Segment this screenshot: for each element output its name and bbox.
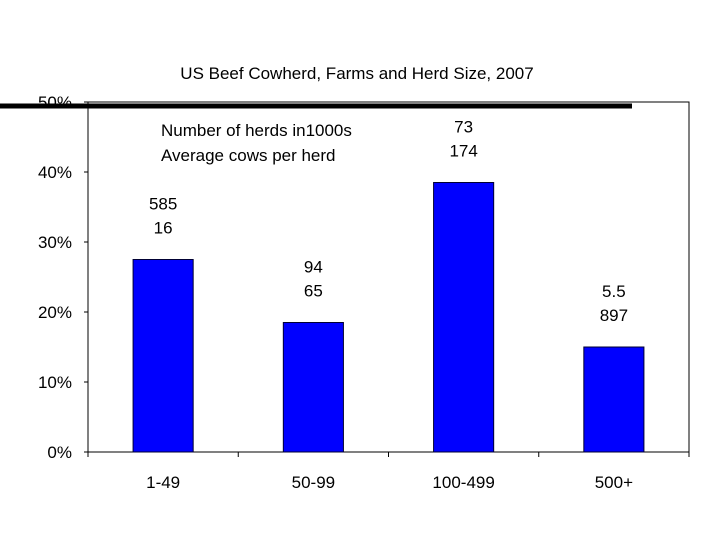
- data-label-cows: 16: [154, 219, 173, 238]
- bar: [583, 346, 645, 453]
- data-label-cows: 174: [449, 142, 477, 161]
- data-label-herds: 73: [454, 118, 473, 137]
- data-label-cows: 65: [304, 282, 323, 301]
- data-label-herds: 585: [149, 195, 177, 214]
- y-tick-label: 10%: [38, 373, 72, 392]
- data-label-herds: 5.5: [602, 282, 626, 301]
- y-tick-label: 0%: [47, 443, 72, 462]
- y-tick-label: 50%: [38, 93, 72, 112]
- x-category-label: 50-99: [292, 473, 335, 492]
- y-tick-label: 20%: [38, 303, 72, 322]
- x-category-label: 500+: [595, 473, 633, 492]
- y-axis: 0% 10% 20% 30% 40% 50%: [38, 93, 88, 462]
- data-label-herds: 94: [304, 258, 323, 277]
- x-category-label: 100-499: [432, 473, 494, 492]
- data-label-cows: 897: [600, 306, 628, 325]
- legend-line-cows: Average cows per herd: [161, 146, 336, 165]
- bar: [433, 182, 495, 453]
- data-labels: 585 16 94 65 73 174 5.5 897: [149, 118, 628, 326]
- x-axis: 1-49 50-99 100-499 500+: [87, 452, 690, 492]
- legend-line-herds: Number of herds in1000s: [161, 121, 352, 140]
- bar: [132, 259, 194, 453]
- bar: [282, 322, 344, 453]
- y-tick-label: 40%: [38, 163, 72, 182]
- bars: [132, 182, 645, 453]
- x-category-label: 1-49: [146, 473, 180, 492]
- chart-title: US Beef Cowherd, Farms and Herd Size, 20…: [180, 64, 533, 83]
- y-tick-label: 30%: [38, 233, 72, 252]
- legend: Number of herds in1000s Average cows per…: [161, 121, 352, 165]
